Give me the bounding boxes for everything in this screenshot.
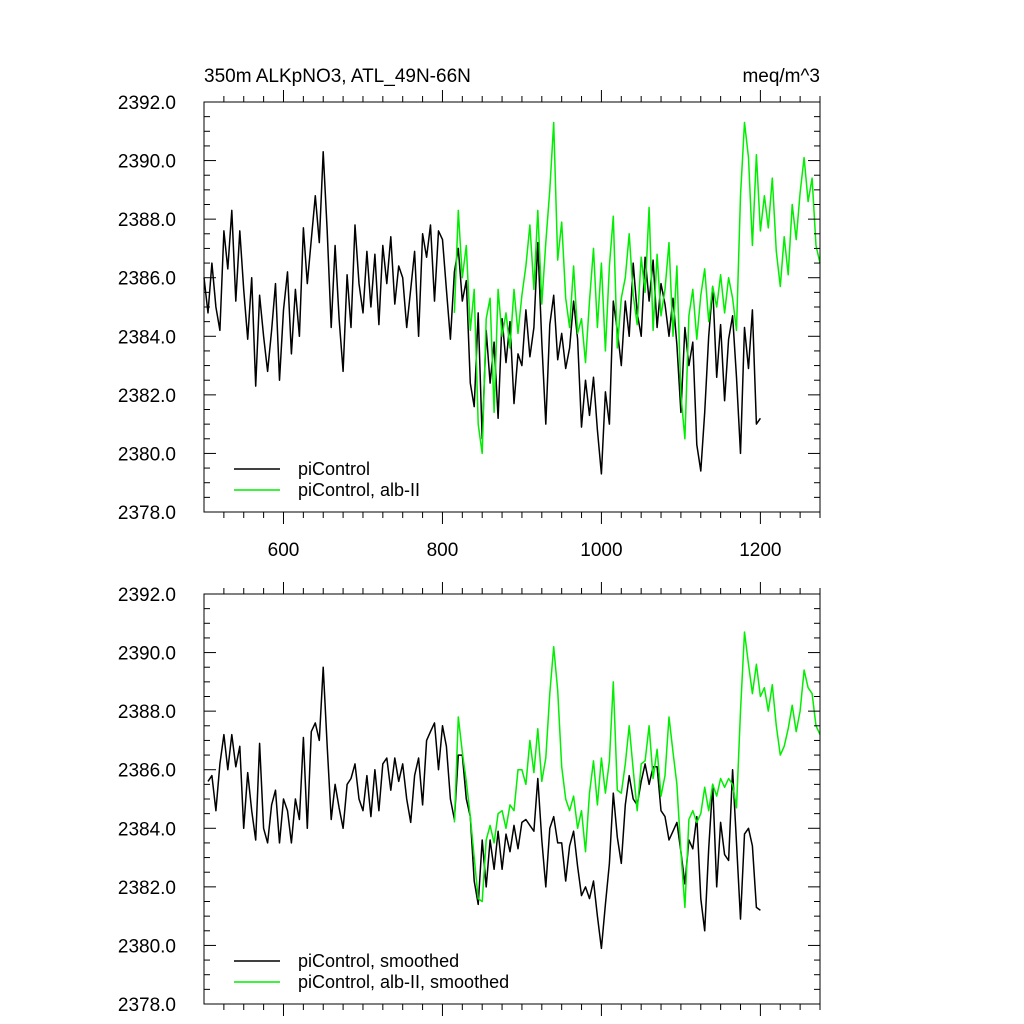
bottom-plot-frame: [203, 593, 821, 1005]
top-plot-area: 2378.0 2380.0 2382.0 2384.0 2386.0 2388.0 2390…: [118, 90, 821, 561]
y-tick-label: 2390.0: [118, 152, 176, 173]
top-legend-label-alb-ii: piControl, alb-II: [298, 480, 420, 500]
y-tick-label: 2380.0: [118, 444, 176, 465]
bottom-legend-label-smoothed: piControl, smoothed: [298, 951, 459, 971]
top-panel-units: meq/m^3: [742, 66, 820, 87]
series-line-bottom-1: [453, 631, 821, 909]
y-tick-label: 2392.0: [118, 585, 176, 606]
y-tick-label: 2386.0: [118, 761, 176, 782]
top-panel: 350m ALKpNO3, ATL_49N-66N meq/m^3 2378.0…: [118, 66, 821, 561]
x-tick-label: 800: [427, 540, 459, 561]
y-tick-label: 2384.0: [118, 819, 176, 840]
series-line-top-0: [203, 151, 762, 475]
series-line-top-1: [453, 121, 821, 455]
top-panel-title: 350m ALKpNO3, ATL_49N-66N: [204, 66, 471, 87]
y-tick-label: 2386.0: [118, 269, 176, 290]
top-legend-label-picontrol: piControl: [298, 459, 370, 479]
y-tick-label: 2392.0: [118, 93, 176, 114]
bottom-legend: piControl, smoothed piControl, alb-II, s…: [234, 951, 509, 992]
x-tick-label: 1000: [580, 540, 622, 561]
y-tick-label: 2384.0: [118, 327, 176, 348]
y-tick-label: 2378.0: [118, 995, 176, 1016]
bottom-panel: 2378.0 2380.0 2382.0 2384.0 2386.0 2388.0 2390…: [118, 582, 821, 1016]
y-tick-label: 2388.0: [118, 210, 176, 231]
x-tick-label: 600: [268, 540, 300, 561]
y-tick-label: 2390.0: [118, 644, 176, 665]
top-plot-frame: [203, 101, 821, 513]
bottom-plot-area: 2378.0 2380.0 2382.0 2384.0 2386.0 2388.0 2390…: [118, 582, 821, 1016]
y-tick-label: 2382.0: [118, 878, 176, 899]
bottom-legend-label-alb-ii-smoothed: piControl, alb-II, smoothed: [298, 972, 509, 992]
top-legend: piControl piControl, alb-II: [234, 459, 420, 500]
x-tick-label: 1200: [739, 540, 781, 561]
y-tick-label: 2380.0: [118, 936, 176, 957]
y-tick-label: 2378.0: [118, 503, 176, 524]
y-tick-label: 2388.0: [118, 702, 176, 723]
y-tick-label: 2382.0: [118, 386, 176, 407]
